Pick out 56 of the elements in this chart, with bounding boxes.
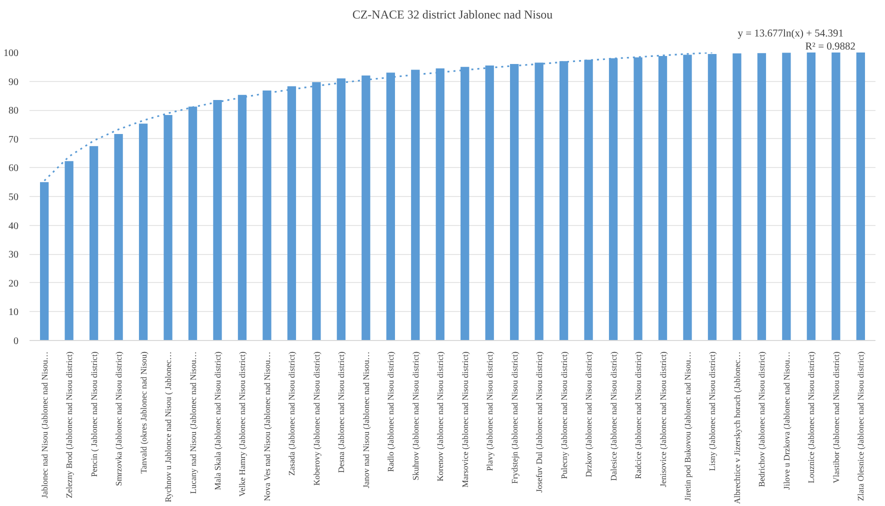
text: R² = 0.9882: [805, 42, 856, 52]
x-tick-label: Dalesice (Jablonec nad Nisou district): [608, 351, 618, 481]
x-tick-label: Jenisovice (Jablonec nad Nisou district): [658, 351, 668, 487]
x-tick-label: Lisny (Jablonec nad Nisou district): [707, 351, 718, 471]
x-tick-label: Radlo (Jablonec nad Nisou district): [386, 351, 396, 472]
x-tick-label: Drzkov (Jablonec nad Nisou district): [584, 351, 594, 478]
x-tick-label: Jablonec nad Nisou (Jablonec nad Nisou…: [39, 352, 50, 498]
x-tick-label: Velke Hamry (Jablonec nad Nisou district): [237, 351, 248, 497]
bar: [114, 134, 123, 340]
x-tick-label: Skuhrov (Jablonec nad Nisou district): [410, 351, 420, 480]
x-tick-label: Nova Ves nad Nisou (Jablonec nad Nisou…: [262, 352, 272, 502]
x-tick-label: Zasada (Jablonec nad Nisou district): [286, 351, 297, 476]
x-tick-label: Rychnov u Jablonce nad Nisou ( Jablonec…: [163, 351, 174, 502]
x-tick-label: Pencin ( Jablonec nad Nisou district): [88, 351, 99, 477]
bar: [732, 53, 742, 340]
y-tick-label: 30: [8, 250, 18, 261]
x-tick-label: Marsovice (Jablonec nad Nisou district): [460, 351, 470, 488]
x-tick-label: Radcice (Jablonec nad Nisou district): [633, 351, 644, 479]
bar: [832, 52, 840, 340]
x-tick-label: Lucany nad Nisou (Jablonec nad Nisou…: [188, 352, 198, 494]
y-tick-label: 20: [8, 278, 18, 290]
y-tick-label: 0: [14, 336, 18, 347]
bar: [856, 52, 865, 340]
x-tick-label: Josefuv Dul (Jablonec nad Nisou district): [534, 351, 544, 492]
x-tick-label: Janov nad Nisou (Jablonec nad Nisou…: [360, 351, 371, 488]
y-tick-label: 70: [8, 134, 18, 146]
text: y = 13.677ln(x) + 54.391: [738, 28, 844, 40]
bar: [757, 53, 766, 340]
x-tick-label: Smrzovka (Jablonec nad Nisou district): [114, 351, 124, 486]
x-tick-label: Louznice (Jablonec nad Nisou district): [806, 351, 816, 484]
x-tick-label: Korenov (Jablonec nad Nisou district): [435, 351, 446, 482]
x-tick-label: Vlastibor (Jablonec nad Nisou district): [830, 351, 841, 484]
x-tick-label: Plavy (Jablonec nad Nisou district): [484, 351, 495, 471]
x-tick-label: Bedrichov (Jablonec nad Nisou district): [756, 351, 767, 487]
x-tick-label: Jiretin pod Bukovou (Jablonec nad Nisou…: [682, 351, 692, 501]
y-tick-label: 10: [8, 307, 18, 318]
x-tick-label: Tanvald (okres Jablonec nad Nisou): [138, 351, 148, 474]
x-tick-label: Albrechtice v Jizerskych horach (Jablonec…: [732, 351, 742, 504]
x-tick-label: Jilove u Drzkova (Jablonec nad Nisou…: [781, 352, 792, 490]
bar: [89, 146, 98, 340]
x-tick-label: Pulecny (Jablonec nad Nisou district): [558, 351, 569, 479]
x-tick-label: Desna (Jablonec nad Nisou district): [336, 351, 346, 473]
y-tick-label: 90: [8, 76, 18, 88]
bar: [806, 52, 816, 340]
bar: [782, 52, 791, 340]
y-tick-label: 80: [8, 106, 18, 117]
x-tick-label: Koberovy (Jablonec nad Nisou district): [311, 351, 322, 486]
x-tick-label: Zelezny Brod (Jablonec nad Nisou district): [64, 351, 74, 498]
x-tick-label: Mala Skala (Jablonec nad Nisou district): [212, 351, 222, 490]
y-tick-label: 60: [8, 163, 18, 174]
y-tick-label: 40: [8, 220, 18, 232]
x-tick-label: Frydstejn (Jablonec nad Nisou district): [509, 351, 520, 484]
chart-title: CZ-NACE 32 district Jablonec nad Nisou: [352, 8, 553, 22]
y-tick-label: 100: [4, 48, 18, 59]
x-tick-label: Zlata Olesnice (Jablonec nad Nisou district): [856, 351, 866, 501]
y-tick-label: 50: [8, 192, 18, 203]
